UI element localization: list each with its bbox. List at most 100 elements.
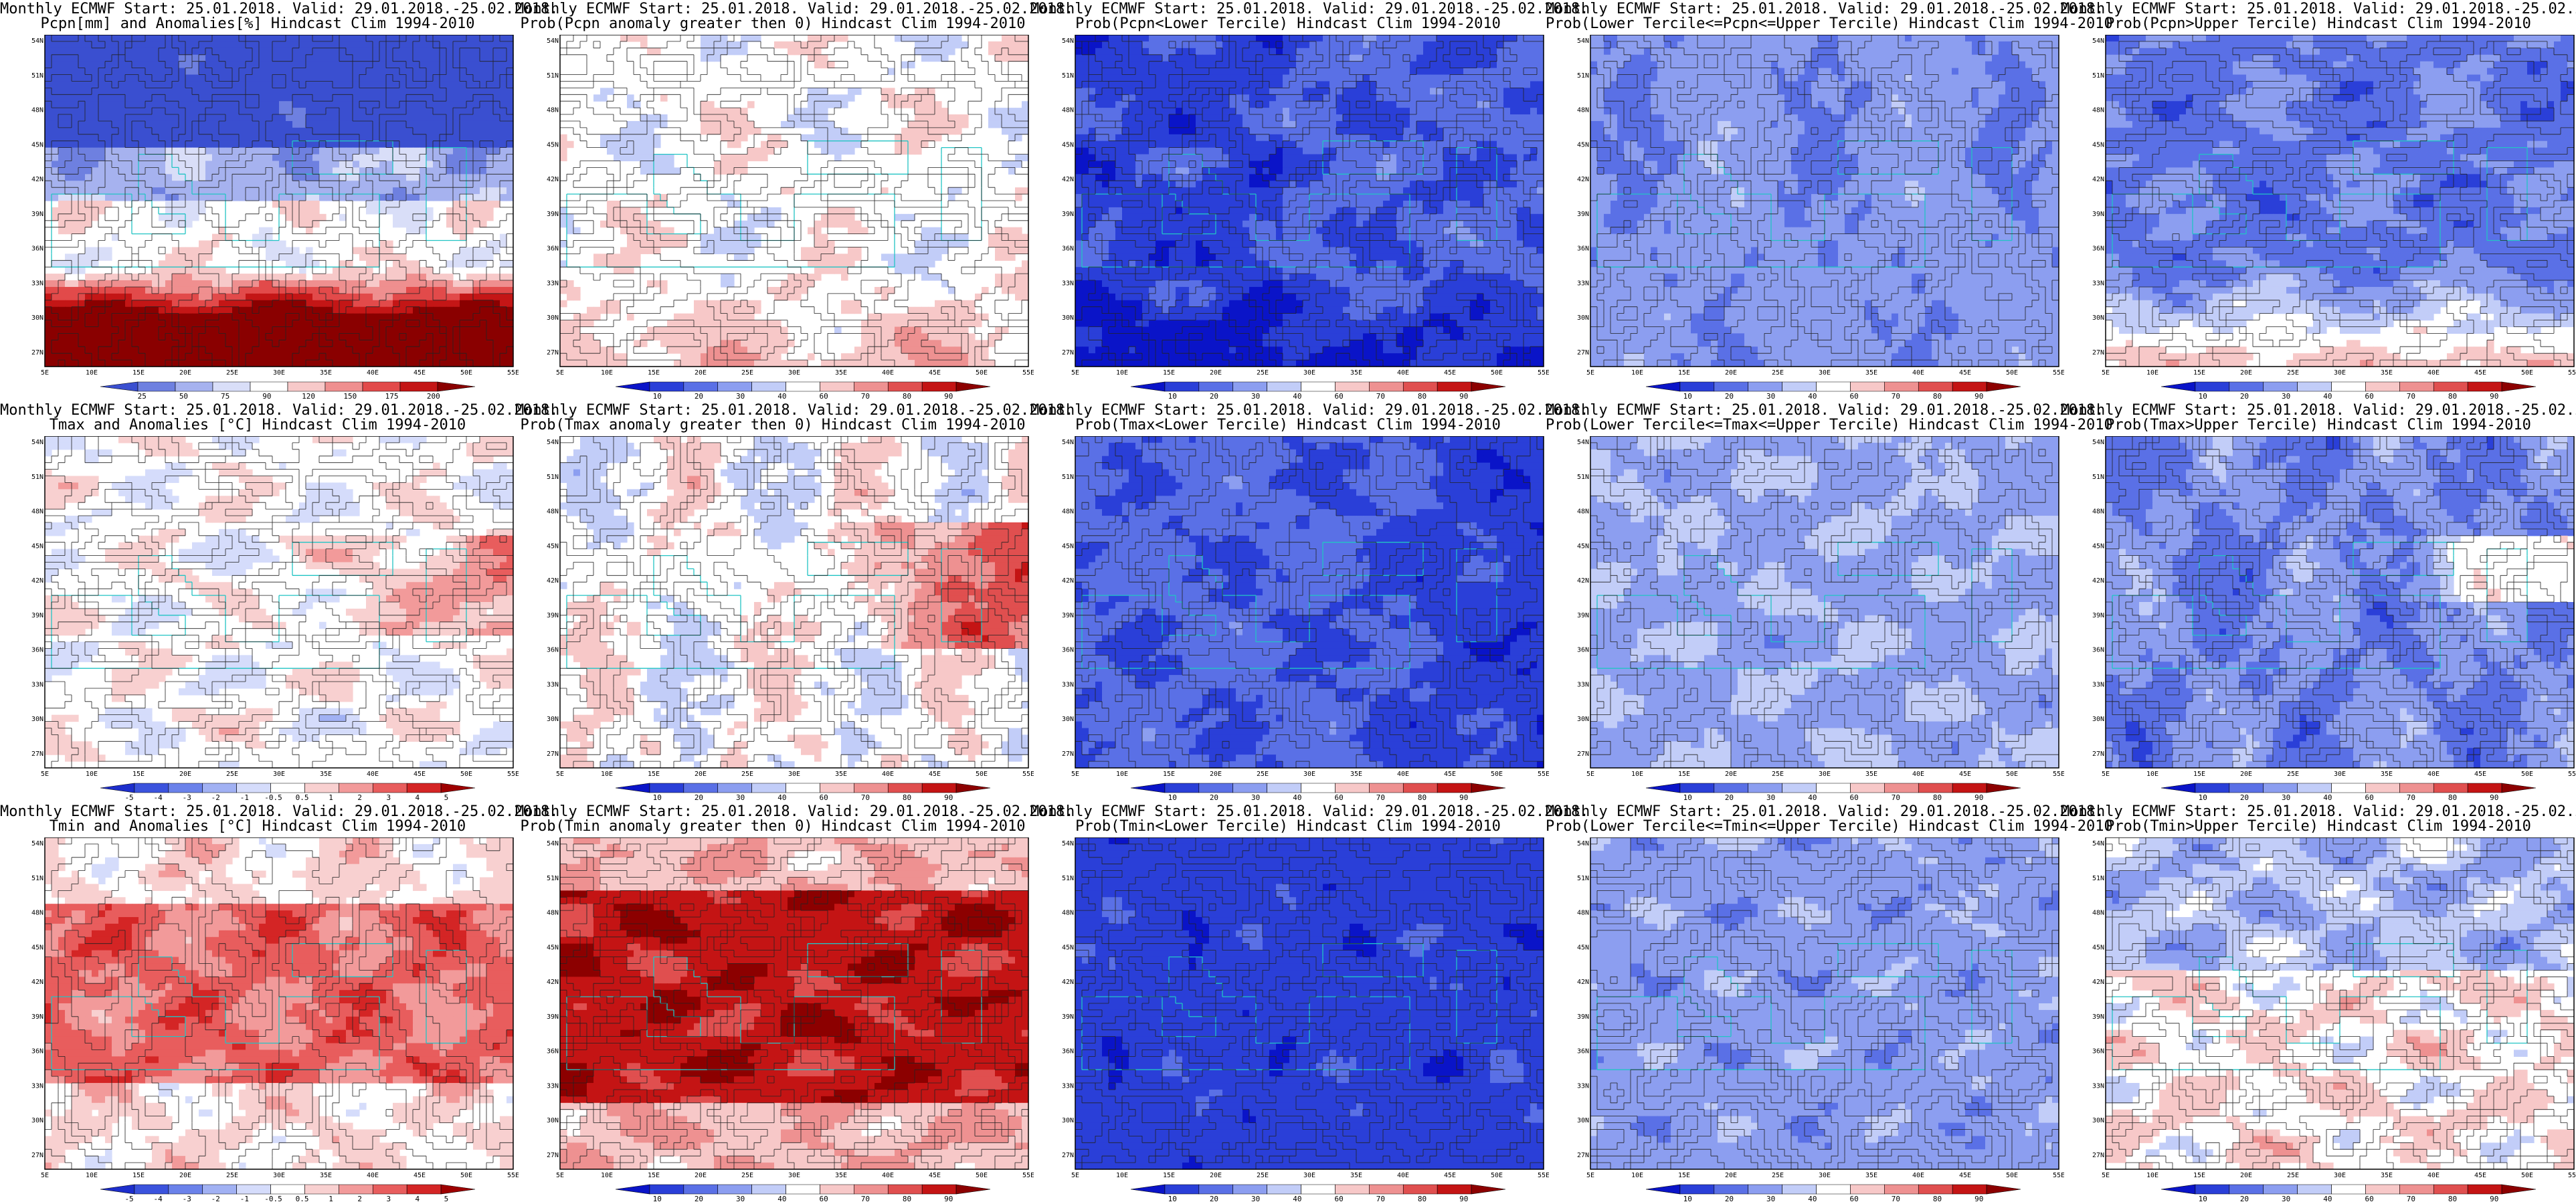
field-cell [413, 174, 420, 181]
field-cell [192, 47, 199, 56]
field-cell [312, 333, 320, 340]
field-cell [767, 140, 775, 148]
field-cell [1008, 35, 1016, 42]
field-cell [85, 134, 92, 142]
field-cell [888, 340, 895, 347]
field-cell [1430, 54, 1437, 62]
field-cell [246, 300, 253, 308]
field-cell [788, 41, 795, 49]
field-cell [848, 360, 855, 367]
field-cell [1129, 54, 1136, 62]
field-cell [1182, 47, 1190, 56]
field-cell [941, 54, 949, 62]
field-cell [379, 300, 387, 308]
field-cell [694, 320, 701, 328]
field-cell [754, 353, 761, 361]
field-cell [1089, 47, 1096, 56]
field-cell [252, 54, 260, 62]
field-cell [359, 134, 367, 142]
field-cell [65, 201, 72, 208]
field-cell [493, 320, 500, 328]
field-cell [734, 326, 741, 334]
field-cell [1296, 74, 1303, 82]
field-cell [828, 247, 835, 254]
field-cell [45, 300, 52, 308]
field-cell [901, 127, 909, 135]
field-cell [199, 174, 206, 181]
field-cell [92, 140, 99, 148]
field-cell [560, 220, 567, 228]
field-cell [306, 360, 313, 367]
field-cell [694, 360, 701, 367]
field-cell [788, 274, 795, 281]
field-cell [292, 280, 300, 288]
field-cell [306, 134, 313, 142]
field-cell [460, 101, 467, 108]
field-cell [393, 120, 400, 128]
field-cell [52, 346, 59, 354]
field-cell [379, 94, 387, 102]
field-cell [647, 114, 654, 122]
field-cell [52, 300, 59, 308]
field-cell [286, 254, 293, 261]
field-cell [614, 267, 621, 274]
field-cell [272, 120, 280, 128]
field-cell [426, 154, 434, 162]
field-cell [152, 306, 159, 314]
field-cell [848, 207, 855, 215]
field-cell [152, 360, 159, 367]
field-cell [92, 326, 99, 334]
field-cell [627, 147, 634, 155]
field-cell [881, 346, 889, 354]
field-cell [145, 41, 153, 49]
field-cell [587, 306, 594, 314]
field-cell [747, 346, 755, 354]
field-cell [941, 333, 949, 340]
field-cell [179, 360, 186, 367]
field-cell [259, 194, 266, 201]
field-cell [473, 207, 480, 215]
field-cell [426, 187, 434, 195]
field-cell [92, 194, 99, 201]
field-cell [440, 114, 447, 122]
field-cell [386, 306, 393, 314]
field-cell [286, 194, 293, 201]
field-cell [272, 108, 280, 115]
field-cell [252, 120, 260, 128]
field-cell [1457, 94, 1464, 102]
field-cell [1109, 68, 1116, 76]
field-cell [440, 194, 447, 201]
field-cell [834, 326, 842, 334]
field-cell [781, 286, 788, 294]
field-cell [1423, 61, 1431, 69]
field-cell [466, 227, 474, 235]
field-cell [1530, 47, 1538, 56]
field-cell [1350, 35, 1357, 42]
field-cell [152, 81, 159, 88]
field-cell [915, 147, 922, 155]
field-cell [259, 35, 266, 42]
field-cell [493, 240, 500, 248]
field-cell [393, 260, 400, 268]
field-cell [1390, 35, 1397, 42]
field-cell [359, 161, 367, 168]
field-cell [386, 154, 393, 162]
field-cell [741, 320, 748, 328]
field-cell [339, 213, 347, 221]
field-cell [359, 247, 367, 254]
field-cell [339, 174, 347, 181]
field-cell [58, 161, 66, 168]
field-cell [312, 207, 320, 215]
field-cell [339, 346, 347, 354]
field-cell [292, 360, 300, 367]
field-cell [460, 300, 467, 308]
field-cell [219, 161, 226, 168]
field-cell [306, 293, 313, 301]
field-cell [292, 35, 300, 42]
field-cell [995, 114, 1002, 122]
field-cell [152, 88, 159, 95]
field-cell [212, 360, 219, 367]
field-cell [172, 247, 179, 254]
field-cell [426, 81, 434, 88]
field-cell [747, 247, 755, 254]
